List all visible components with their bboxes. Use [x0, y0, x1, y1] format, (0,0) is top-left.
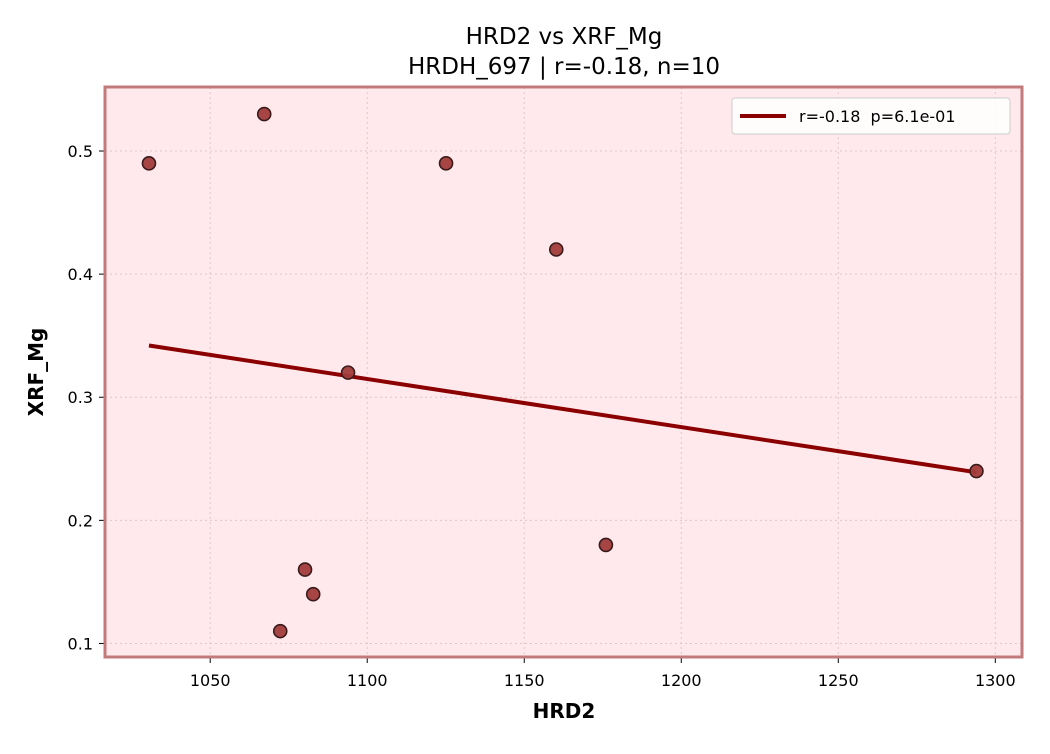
x-tick-label: 1200 [661, 671, 702, 690]
legend-box [731, 97, 1011, 135]
fit-line-group [148, 343, 977, 475]
data-point [969, 463, 984, 479]
data-point [340, 365, 356, 380]
y-axis-label: XRF_Mg [24, 328, 48, 417]
x-tick-label: 1250 [818, 671, 859, 690]
axes: 1050 1100 1150 1200 1250 1300 0.1 0.2 0.3 0.4 0.5 [68, 142, 1016, 690]
x-tick-label: 1150 [504, 671, 545, 690]
data-point [256, 106, 272, 122]
x-axis-label: HRD2 [533, 699, 596, 723]
grid [105, 87, 1022, 657]
y-tick-label: 0.2 [68, 511, 93, 530]
data-point [438, 156, 454, 171]
data-point [548, 242, 564, 257]
data-points [141, 106, 984, 639]
data-point [305, 586, 321, 602]
plot-area [105, 87, 1022, 657]
data-point [598, 537, 614, 553]
y-tick-label: 0.4 [68, 265, 93, 284]
chart-title: HRD2 vs XRF_Mg [466, 24, 663, 50]
legend: r=-0.18 p=6.1e-01 [731, 97, 1011, 135]
chart-subtitle: HRDH_697 | r=-0.18, n=10 [408, 54, 720, 80]
data-point [272, 623, 288, 639]
x-tick-label: 1100 [347, 671, 388, 690]
fit-line [148, 343, 977, 475]
y-tick-label: 0.1 [68, 634, 93, 653]
legend-label: r=-0.18 p=6.1e-01 [799, 107, 956, 126]
x-tick-label: 1300 [975, 671, 1016, 690]
x-tick-label: 1050 [190, 671, 231, 690]
plot-frame [103, 85, 1024, 659]
y-tick-label: 0.3 [68, 388, 93, 407]
data-point [297, 562, 313, 577]
data-point [141, 156, 157, 171]
y-tick-label: 0.5 [68, 142, 93, 161]
